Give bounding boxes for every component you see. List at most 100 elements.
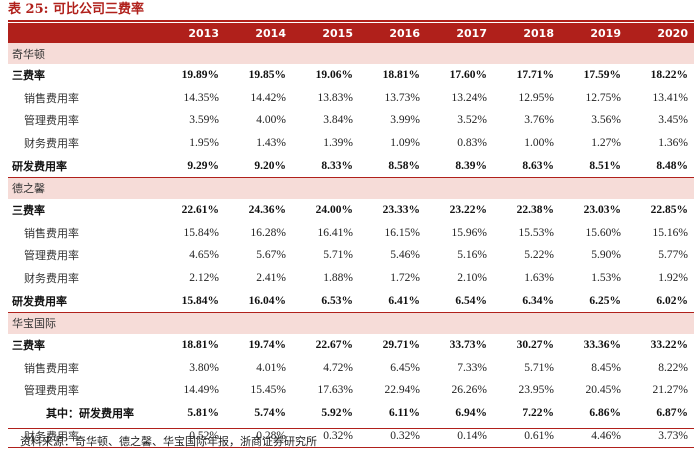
row-label: 财务费用率 xyxy=(8,424,158,448)
year-header: 2018 xyxy=(493,23,560,43)
value-cell: 3.76% xyxy=(524,114,554,127)
value-cell: 5.92% xyxy=(321,407,353,420)
value-cell: 13.24% xyxy=(451,91,487,104)
row-label: 三费率 xyxy=(12,69,45,83)
value-cell: 5.77% xyxy=(658,249,688,262)
table-row: 管理费用率 14.49% 15.45% 17.63% 22.94% 26.26% 23.95… xyxy=(8,379,694,402)
value-cell: 6.34% xyxy=(493,289,560,313)
value-cell: 15.84% xyxy=(158,289,225,313)
year-header: 2016 xyxy=(359,23,426,43)
value-cell: 14.49% xyxy=(183,384,219,397)
value-cell: 4.72% xyxy=(323,361,353,374)
table-row: 管理费用率 4.65% 5.67% 5.71% 5.46% 5.16% 5.22% 5.90%… xyxy=(8,244,694,267)
year-header: 2013 xyxy=(158,23,225,43)
value-cell: 6.02% xyxy=(627,289,694,313)
value-cell: 5.90% xyxy=(591,249,621,262)
value-cell: 33.22% xyxy=(650,339,688,352)
bottom-rule xyxy=(8,428,694,429)
value-cell: 1.63% xyxy=(524,272,554,285)
value-cell: 2.10% xyxy=(457,272,487,285)
value-cell: 4.65% xyxy=(189,249,219,262)
row-label: 销售费用率 xyxy=(24,91,79,105)
value-cell: 17.59% xyxy=(583,69,621,82)
value-cell: 0.14% xyxy=(426,424,493,448)
value-cell: 22.61% xyxy=(181,204,219,217)
table-body: 奇华顿 三费率 19.89% 19.85% 19.06% 18.81% 17.60% 17.7… xyxy=(8,43,694,448)
value-cell: 23.22% xyxy=(449,204,487,217)
row-label: 三费率 xyxy=(12,339,45,353)
value-cell: 15.96% xyxy=(451,226,487,239)
company-name: 华宝国际 xyxy=(8,312,694,334)
value-cell: 19.06% xyxy=(315,69,353,82)
value-cell: 6.54% xyxy=(426,289,493,313)
value-cell: 12.75% xyxy=(585,91,621,104)
value-cell: 30.27% xyxy=(516,339,554,352)
value-cell: 5.16% xyxy=(457,249,487,262)
value-cell: 3.80% xyxy=(189,361,219,374)
value-cell: 5.71% xyxy=(524,361,554,374)
value-cell: 6.41% xyxy=(359,289,426,313)
company-section-row: 华宝国际 xyxy=(8,312,694,334)
row-label: 研发费用率 xyxy=(8,154,158,178)
value-cell: 3.73% xyxy=(627,424,694,448)
value-cell: 1.09% xyxy=(390,137,420,150)
value-cell: 5.81% xyxy=(187,407,219,420)
value-cell: 17.63% xyxy=(317,384,353,397)
row-label: 三费率 xyxy=(12,204,45,218)
value-cell: 19.74% xyxy=(248,339,286,352)
value-cell: 3.52% xyxy=(457,114,487,127)
value-cell: 22.94% xyxy=(384,384,420,397)
value-cell: 1.43% xyxy=(256,137,286,150)
table-row: 管理费用率 3.59% 4.00% 3.84% 3.99% 3.52% 3.76% 3.56%… xyxy=(8,109,694,132)
value-cell: 12.95% xyxy=(518,91,554,104)
value-cell: 15.45% xyxy=(250,384,286,397)
value-cell: 1.00% xyxy=(524,137,554,150)
value-cell: 16.15% xyxy=(384,226,420,239)
table-row: 财务费用率 0.52% 0.28% 0.32% 0.32% 0.14% 0.61% 4.46%… xyxy=(8,424,694,448)
value-cell: 8.51% xyxy=(560,154,627,178)
value-cell: 0.32% xyxy=(359,424,426,448)
value-cell: 6.94% xyxy=(455,407,487,420)
value-cell: 16.04% xyxy=(225,289,292,313)
value-cell: 21.27% xyxy=(652,384,688,397)
company-name: 德之馨 xyxy=(8,177,694,199)
value-cell: 0.61% xyxy=(493,424,560,448)
value-cell: 13.41% xyxy=(652,91,688,104)
value-cell: 22.38% xyxy=(516,204,554,217)
value-cell: 4.01% xyxy=(256,361,286,374)
value-cell: 8.48% xyxy=(627,154,694,178)
row-label: 其中：研发费用率 xyxy=(46,407,134,421)
value-cell: 33.73% xyxy=(449,339,487,352)
year-header: 2014 xyxy=(225,23,292,43)
table-row: 三费率 22.61% 24.36% 24.00% 23.33% 23.22% 22.38% 2… xyxy=(8,199,694,222)
value-cell: 24.36% xyxy=(248,204,286,217)
table-row: 财务费用率 1.95% 1.43% 1.39% 1.09% 0.83% 1.00% 1.27%… xyxy=(8,132,694,155)
value-cell: 8.58% xyxy=(359,154,426,178)
value-cell: 15.84% xyxy=(183,226,219,239)
value-cell: 24.00% xyxy=(315,204,353,217)
value-cell: 22.67% xyxy=(315,339,353,352)
title-rule xyxy=(8,20,694,22)
year-header: 2019 xyxy=(560,23,627,43)
table-row: 其中：研发费用率 5.81% 5.74% 5.92% 6.11% 6.94% 7.22% 6.… xyxy=(8,402,694,425)
value-cell: 8.22% xyxy=(658,361,688,374)
value-cell: 0.32% xyxy=(292,424,359,448)
value-cell: 8.63% xyxy=(493,154,560,178)
value-cell: 8.39% xyxy=(426,154,493,178)
value-cell: 26.26% xyxy=(451,384,487,397)
value-cell: 1.27% xyxy=(591,137,621,150)
source-note: 资料来源：奇华顿、德之馨、华宝国际年报，浙商证券研究所 xyxy=(20,435,317,448)
value-cell: 18.22% xyxy=(650,69,688,82)
value-cell: 6.25% xyxy=(560,289,627,313)
value-cell: 1.88% xyxy=(323,272,353,285)
value-cell: 1.36% xyxy=(658,137,688,150)
value-cell: 8.33% xyxy=(292,154,359,178)
value-cell: 1.92% xyxy=(658,272,688,285)
value-cell: 15.53% xyxy=(518,226,554,239)
value-cell: 5.71% xyxy=(323,249,353,262)
row-label: 管理费用率 xyxy=(24,114,79,128)
value-cell: 4.46% xyxy=(560,424,627,448)
value-cell: 1.72% xyxy=(390,272,420,285)
value-cell: 8.45% xyxy=(591,361,621,374)
value-cell: 9.29% xyxy=(158,154,225,178)
